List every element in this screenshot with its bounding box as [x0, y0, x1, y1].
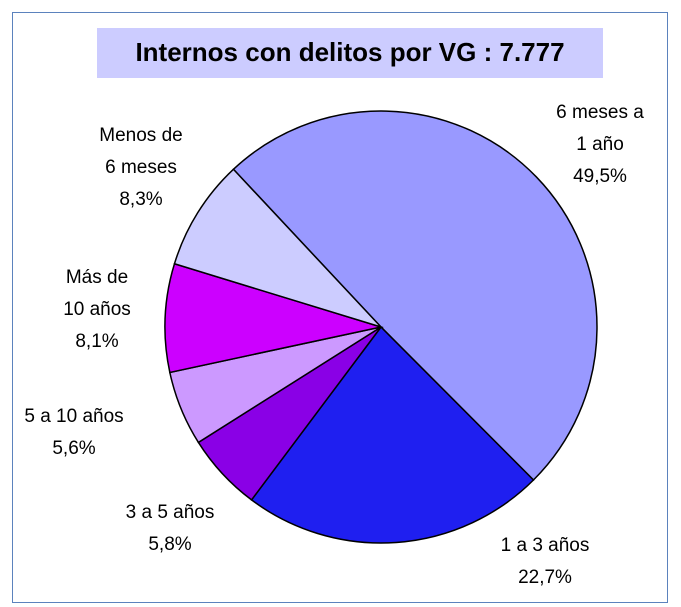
- category-label: 5 a 10 años: [24, 406, 124, 427]
- category-label: Menos de 6 meses: [99, 125, 183, 178]
- category-label: Más de 10 años: [63, 267, 131, 320]
- slice-label: 5 a 10 años 5,6%: [4, 401, 144, 465]
- slice-label: Más de 10 años 8,1%: [57, 262, 137, 358]
- title-box: [97, 28, 603, 78]
- pie-slice: [173, 168, 384, 329]
- pie-slice: [164, 262, 384, 374]
- slice-label: Menos de 6 meses 8,3%: [93, 120, 189, 216]
- category-label: 3 a 5 años: [125, 502, 215, 523]
- pie-slice: [232, 110, 598, 482]
- category-label: 6 meses a 1 año: [556, 102, 644, 155]
- pie-slice: [250, 325, 535, 544]
- pie: [164, 110, 598, 544]
- value-label: 5,6%: [52, 438, 96, 459]
- chart-title: Internos con delitos por VG : 7.777: [135, 37, 564, 67]
- value-label: 22,7%: [518, 567, 572, 588]
- value-label: 8,3%: [119, 189, 163, 210]
- slice-label: 3 a 5 años 5,8%: [100, 497, 240, 561]
- slice-label: 6 meses a 1 año 49,5%: [550, 97, 650, 193]
- value-label: 8,1%: [75, 331, 119, 352]
- value-label: 49,5%: [573, 166, 627, 187]
- category-label: 1 a 3 años: [500, 535, 590, 556]
- value-label: 5,8%: [148, 534, 192, 555]
- slice-label: 1 a 3 años 22,7%: [475, 530, 615, 594]
